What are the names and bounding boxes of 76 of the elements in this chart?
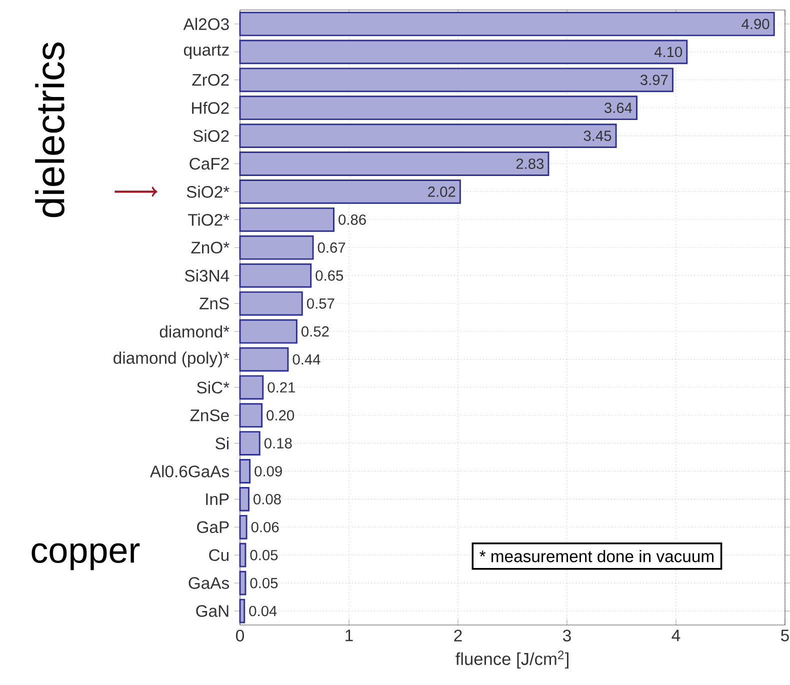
data-label: 0.08 (254, 494, 281, 504)
y-tick-label: HfO2 (192, 102, 229, 114)
bar (239, 96, 638, 120)
data-label: 0.57 (306, 298, 334, 309)
y-tick-label: CaF2 (190, 158, 229, 170)
y-tick-label: quartz (184, 44, 229, 60)
x-axis-title: fluence [J/cm$^{2}$] (456, 650, 568, 669)
data-label: 2.02 (428, 186, 456, 197)
data-label: 3.97 (640, 74, 668, 86)
y-tick-label: Al0.6GaAs (150, 465, 229, 478)
x-tick-label: 5 (781, 630, 789, 642)
y-tick-label: ZrO2 (192, 74, 229, 86)
bar (239, 152, 550, 176)
y-tick-label: Si (216, 437, 228, 450)
x-tick-label: 1 (346, 630, 353, 642)
data-label: 0.06 (251, 522, 279, 532)
data-label: 0.20 (266, 410, 294, 421)
data-label: 4.90 (742, 18, 770, 30)
y-tick-label: Al2O3 (183, 18, 229, 30)
x-tick-label: 0 (236, 630, 244, 642)
bar (239, 263, 312, 288)
bar (239, 40, 688, 64)
data-label: 0.18 (264, 438, 292, 448)
bar (239, 403, 263, 428)
y-tick-label: ZnSe (190, 409, 229, 422)
y-tick-label: SiO2* (186, 186, 230, 198)
bar (239, 459, 251, 484)
bar (239, 124, 617, 148)
bar (239, 375, 264, 400)
data-label: 0.04 (249, 606, 277, 616)
data-label: 0.05 (250, 578, 278, 588)
y-tick-label: diamond* (160, 325, 230, 338)
x-tick-label: 2 (454, 630, 462, 642)
y-tick-label: Cu (209, 549, 228, 562)
bar (239, 207, 334, 232)
data-label: 0.09 (254, 466, 282, 476)
text: dielectrics (35, 42, 64, 218)
bar (239, 291, 303, 316)
y-tick-label: GaN (196, 605, 228, 617)
x-tick-label: 3 (562, 630, 571, 642)
data-label: 0.52 (302, 326, 329, 337)
bar (239, 319, 298, 344)
data-label: 0.21 (268, 382, 295, 393)
data-label: 3.45 (584, 130, 612, 141)
y-tick-label: Si3N4 (184, 269, 230, 282)
bar (239, 12, 775, 36)
data-label: 3.64 (604, 102, 632, 114)
bar (239, 542, 246, 568)
data-label: 0.86 (338, 214, 366, 225)
bar (239, 347, 289, 372)
x-tick-label: 4 (672, 630, 680, 642)
text: copper (32, 543, 140, 570)
bar (239, 235, 314, 260)
y-tick-label: SiC* (197, 381, 230, 394)
annotation: * measurement done in vacuum (480, 550, 714, 562)
data-label: 0.05 (250, 550, 278, 560)
data-label: 4.10 (654, 46, 682, 58)
bar (239, 487, 250, 512)
data-label: 0.44 (292, 354, 320, 365)
bar (239, 68, 674, 92)
y-tick-label: InP (206, 493, 229, 505)
bar (239, 180, 461, 204)
bar (239, 570, 246, 596)
y-tick-label: ZnO* (191, 242, 230, 254)
y-tick-label: GaP (197, 521, 229, 534)
y-tick-label: ZnS (200, 298, 229, 310)
y-tick-label: GaAs (188, 577, 230, 589)
y-tick-label: SiO2 (193, 130, 229, 142)
bar (239, 598, 246, 624)
data-label: 0.65 (316, 270, 344, 281)
data-label: 2.83 (516, 158, 544, 169)
data-label: 0.67 (318, 242, 346, 253)
y-tick-label: diamond (poly)* (114, 352, 230, 368)
bar (239, 431, 260, 456)
bar (239, 514, 248, 540)
y-tick-label: TiO2* (188, 214, 230, 226)
